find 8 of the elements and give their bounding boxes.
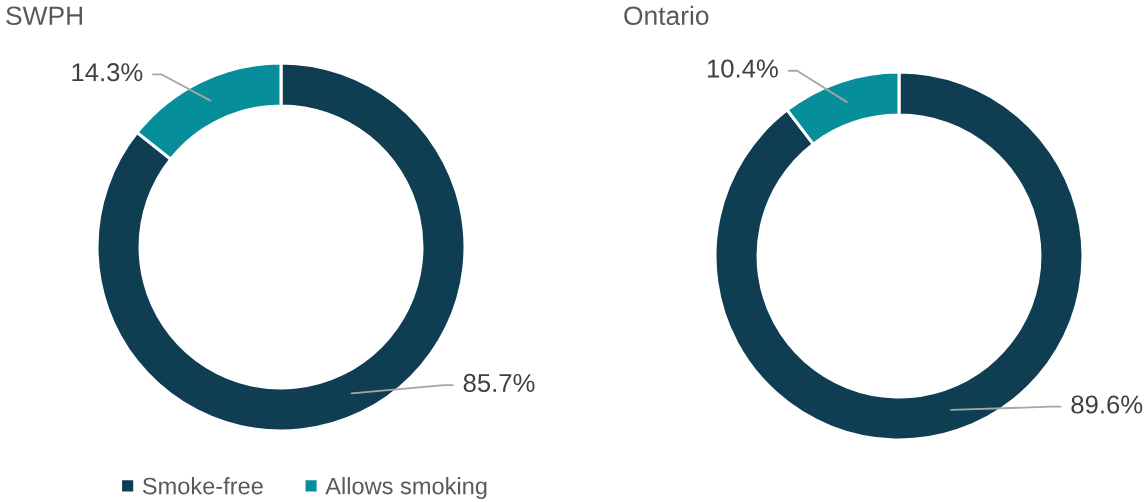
data-label: 14.3%: [72, 63, 143, 82]
data-label: 10.4%: [707, 59, 778, 78]
legend-label: Allows smoking: [325, 477, 487, 500]
chart-title: SWPH: [6, 6, 83, 26]
legend-label: Smoke-free: [142, 477, 263, 495]
data-label: 89.6%: [1071, 395, 1143, 414]
data-label: 85.7%: [463, 373, 535, 393]
chart-title: Ontario: [624, 5, 709, 26]
